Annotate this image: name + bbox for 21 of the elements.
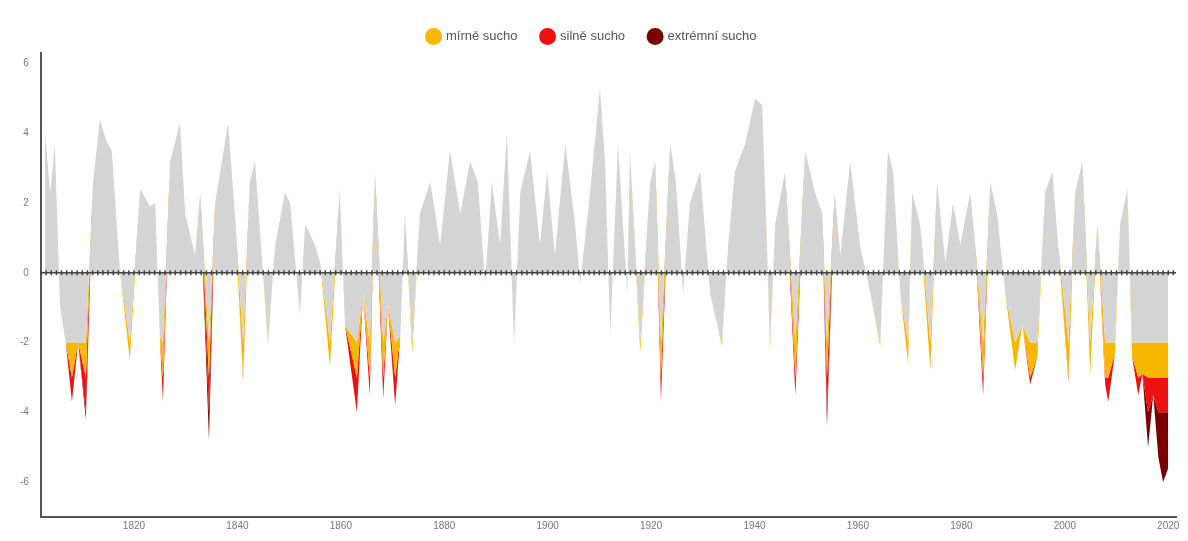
x-tick-label: 1980: [950, 519, 973, 531]
x-tick-label: 2000: [1053, 519, 1077, 531]
y-tick-label: -6: [19, 475, 30, 487]
x-tick-label: 1820: [122, 519, 146, 531]
x-tick-label: 1960: [846, 519, 870, 531]
x-tick-label: 1900: [536, 519, 560, 531]
x-tick-label: 1840: [226, 519, 249, 531]
y-tick-label: 2: [23, 196, 30, 208]
legend-label: extrémní sucho: [667, 28, 757, 44]
y-tick-label: 6: [23, 57, 30, 69]
x-tick-label: 1920: [639, 519, 663, 531]
y-tick-label: 0: [23, 266, 30, 278]
x-tick-label: 2020: [1157, 519, 1180, 531]
y-tick-label: -2: [19, 336, 30, 348]
x-tick-label: 1860: [329, 519, 353, 531]
legend-label: mírně sucho: [446, 28, 518, 44]
legend-label: silně sucho: [560, 28, 626, 44]
y-tick-label: 4: [23, 126, 30, 138]
x-tick-label: 1940: [743, 519, 767, 531]
x-tick-label: 1880: [433, 519, 456, 531]
y-tick-label: -4: [19, 406, 30, 418]
